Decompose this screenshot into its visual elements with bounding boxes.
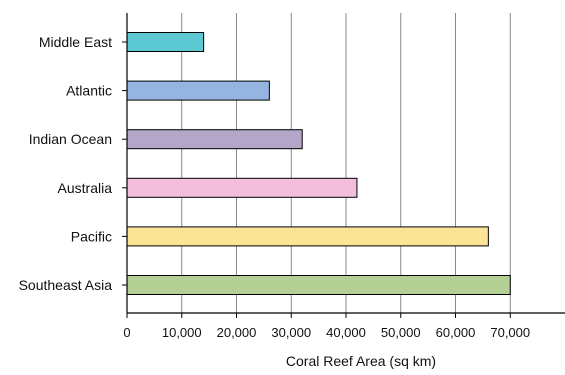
x-tick-label-4: 40,000 [326,325,366,340]
x-tick-label-0: 0 [123,325,130,340]
category-labels: Middle East Atlantic Indian Ocean Australia… [19,34,113,293]
bar-southeast-asia [126,275,511,295]
grid-lines [181,13,511,313]
category-label-atlantic: Atlantic [66,83,112,99]
bars [126,32,511,295]
axes [122,13,565,318]
bar-indian-ocean [126,129,303,150]
x-tick-label-3: 30,000 [271,325,311,340]
category-label-australia: Australia [58,180,113,196]
x-tick-label-6: 60,000 [436,325,476,340]
x-axis-title: Coral Reef Area (sq km) [286,353,436,369]
x-tick-labels: 0 10,000 20,000 30,000 40,000 50,000 60,000 70,… [123,325,530,340]
bar-atlantic [126,80,270,101]
bar-middle-east [126,32,205,52]
category-label-middle-east: Middle East [39,34,112,50]
category-label-indian-ocean: Indian Ocean [29,131,112,147]
x-tick-label-2: 20,000 [217,325,257,340]
x-tick-label-7: 70,000 [490,325,530,340]
x-tick-label-1: 10,000 [162,325,202,340]
category-label-pacific: Pacific [71,228,112,244]
category-label-southeast-asia: Southeast Asia [19,277,113,293]
bar-pacific [126,226,489,247]
bar-australia [126,177,358,198]
x-tick-label-5: 50,000 [381,325,421,340]
